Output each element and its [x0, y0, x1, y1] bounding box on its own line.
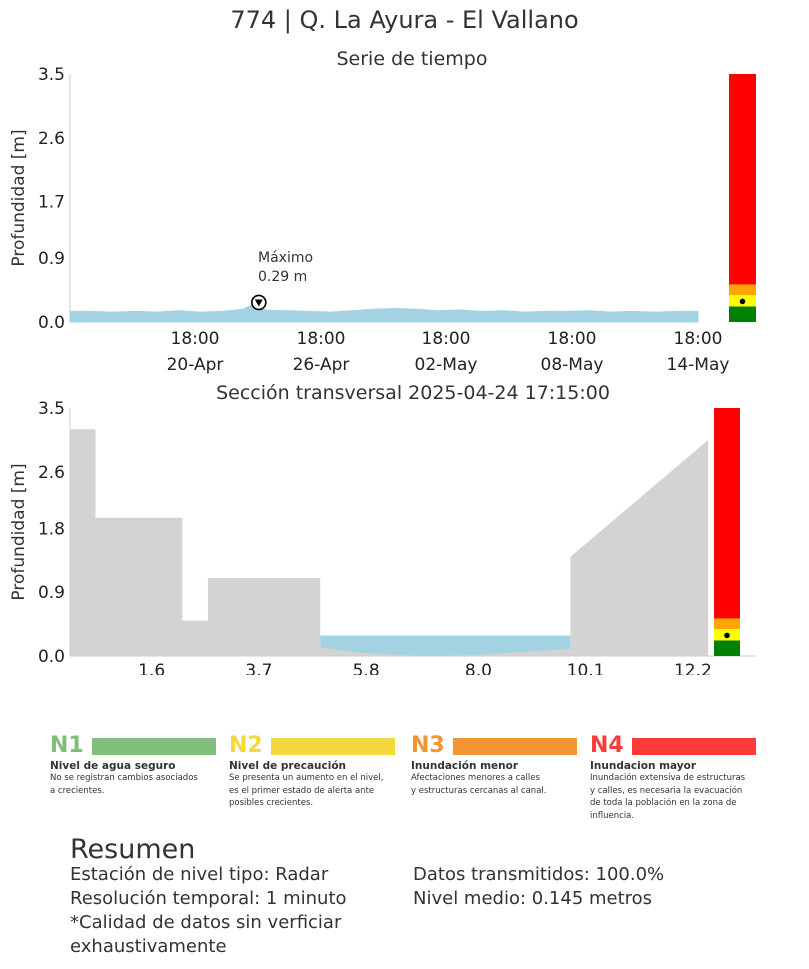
- legend-n4-bar: [631, 737, 756, 755]
- cross-section-level-n3: [714, 618, 740, 630]
- time-series-area: [69, 300, 699, 323]
- summary-resolution: Resolución temporal: 1 minuto: [70, 888, 347, 909]
- cross-section-y-tick-label: 2.6: [38, 463, 65, 483]
- time-series-x-tick-time: 18:00: [422, 329, 471, 349]
- summary-left-column: Estación de nivel tipo: Radar Resolución…: [70, 863, 400, 959]
- legend-n2-desc-line: posibles crecientes.: [229, 798, 314, 808]
- time-series-y-axis-label: Profundidad [m]: [9, 129, 29, 266]
- time-series-x-tick-date: 02-May: [415, 355, 478, 375]
- cross-section-x-tick-label: 12.2: [674, 661, 712, 675]
- time-series-level-n3: [729, 284, 756, 296]
- time-series-x-tick-date: 20-Apr: [167, 355, 224, 375]
- summary-title: Resumen: [70, 834, 196, 865]
- legend-n4-code: N4: [590, 733, 624, 758]
- time-series-x-tick-date: 26-Apr: [293, 355, 350, 375]
- summary-section: Resumen Estación de nivel tipo: Radar Re…: [70, 834, 790, 957]
- legend-n1-code: N1: [50, 733, 84, 758]
- cross-section-title: Sección transversal 2025-04-24 17:15:00: [216, 382, 610, 404]
- cross-section-x-tick-label: 5.8: [353, 661, 380, 675]
- time-series-y-tick-label: 0.0: [38, 313, 65, 333]
- time-series-y-tick-label: 2.6: [38, 129, 65, 149]
- legend-n2: N2 Nivel de precaución Se presenta un au…: [229, 733, 399, 810]
- summary-right-column: Datos transmitidos: 100.0% Nivel medio: …: [413, 863, 773, 911]
- time-series-x-tick-time: 18:00: [674, 329, 723, 349]
- legend-n4-desc-line: de toda la población en la zona de: [590, 798, 737, 808]
- legend-n1-title: Nivel de agua seguro: [50, 760, 176, 772]
- cross-section-y-tick-label: 3.5: [38, 399, 65, 419]
- legend-n2-bar: [270, 737, 395, 755]
- time-series-title: Serie de tiempo: [337, 48, 488, 70]
- legend-n4: N4 Inundacion mayor Inundación extensiva…: [590, 733, 760, 822]
- cross-section-x-tick-label: 8.0: [465, 661, 492, 675]
- legend-n2-title: Nivel de precaución: [229, 760, 347, 772]
- legend-n3-title: Inundación menor: [411, 760, 519, 772]
- time-series-chart: Serie de tiempo 0.0 0.9 1.7 2.6 3.5 Profundida…: [9, 48, 756, 375]
- summary-data-transmitted: Datos transmitidos: 100.0%: [413, 864, 665, 885]
- time-series-level-n4: [729, 74, 756, 285]
- legend-n4-desc-line: Inundación extensiva de estructuras: [590, 773, 746, 783]
- time-series-max-label: Máximo: [258, 250, 313, 266]
- legend-n2-desc-line: es el primer estado de alerta ante: [229, 785, 375, 796]
- legend-n2-desc-line: Se presenta un aumento en el nivel,: [229, 773, 384, 783]
- page-title: 774 | Q. La Ayura - El Vallano: [230, 6, 579, 34]
- summary-station-type: Estación de nivel tipo: Radar: [70, 864, 329, 885]
- summary-quality-note: *Calidad de datos sin verficiar: [70, 912, 342, 933]
- legend-n4-title: Inundacion mayor: [590, 760, 697, 772]
- legend-n3-desc: Afectaciones menores a calles y estructu…: [411, 772, 581, 797]
- legend-n4-desc: Inundación extensiva de estructuras y ca…: [590, 772, 760, 822]
- time-series-level-n1: [729, 306, 756, 322]
- cross-section-y-axis-label: Profundidad [m]: [9, 463, 29, 600]
- legend-n3-bar: [452, 737, 577, 755]
- legend-n1-desc: No se registran cambios asociados a crec…: [50, 772, 220, 797]
- cross-section-x-tick-label: 10.1: [567, 661, 605, 675]
- legend-n1-desc-line: No se registran cambios asociados: [50, 773, 198, 783]
- legend-n1: N1 Nivel de agua seguro No se registran …: [50, 733, 220, 797]
- cross-section-ground: [70, 429, 709, 656]
- summary-mean-level: Nivel medio: 0.145 metros: [413, 888, 653, 909]
- legend-n2-desc: Se presenta un aumento en el nivel, es e…: [229, 772, 399, 810]
- time-series-y-tick-label: 3.5: [38, 65, 65, 85]
- legend-n3: N3 Inundación menor Afectaciones menores…: [411, 733, 581, 797]
- cross-section-current-level-marker: [724, 632, 730, 639]
- legend-n3-desc-line: y estructuras cercanas al canal.: [411, 785, 547, 796]
- cross-section-y-tick-label: 1.8: [38, 519, 65, 539]
- time-series-current-level-marker: [739, 298, 746, 305]
- summary-quality-note-cont: exhaustivamente: [70, 936, 227, 957]
- time-series-y-tick-label: 1.7: [38, 193, 65, 213]
- time-series-y-tick-label: 0.9: [38, 249, 65, 269]
- cross-section-x-tick-label: 1.6: [138, 661, 165, 675]
- cross-section-y-tick-label: 0.0: [38, 647, 65, 667]
- time-series-x-tick-date: 14-May: [667, 355, 730, 375]
- legend-n3-desc-line: Afectaciones menores a calles: [411, 773, 540, 783]
- time-series-x-tick-time: 18:00: [297, 329, 346, 349]
- legend-n1-desc-line: a crecientes.: [50, 785, 105, 796]
- time-series-x-tick-date: 08-May: [541, 355, 604, 375]
- cross-section-level-n4: [714, 408, 740, 619]
- cross-section-level-n1: [714, 640, 740, 656]
- time-series-x-tick-time: 18:00: [171, 329, 220, 349]
- legend-n4-desc-line: y calles, es necesaria la evacuación: [590, 785, 743, 796]
- time-series-max-value: 0.29 m: [258, 269, 307, 285]
- cross-section-water: [320, 635, 571, 656]
- cross-section-x-tick-label: 3.7: [245, 661, 272, 675]
- legend-n4-desc-line: influencia.: [590, 810, 635, 821]
- cross-section-chart: Sección transversal 2025-04-24 17:15:00 0…: [9, 382, 756, 675]
- legend-n1-bar: [91, 737, 216, 755]
- time-series-x-tick-time: 18:00: [548, 329, 597, 349]
- legend-n3-code: N3: [411, 733, 445, 758]
- cross-section-y-tick-label: 0.9: [38, 583, 65, 603]
- time-series-max-triangle-icon: [254, 299, 263, 307]
- legend-n2-code: N2: [229, 733, 263, 758]
